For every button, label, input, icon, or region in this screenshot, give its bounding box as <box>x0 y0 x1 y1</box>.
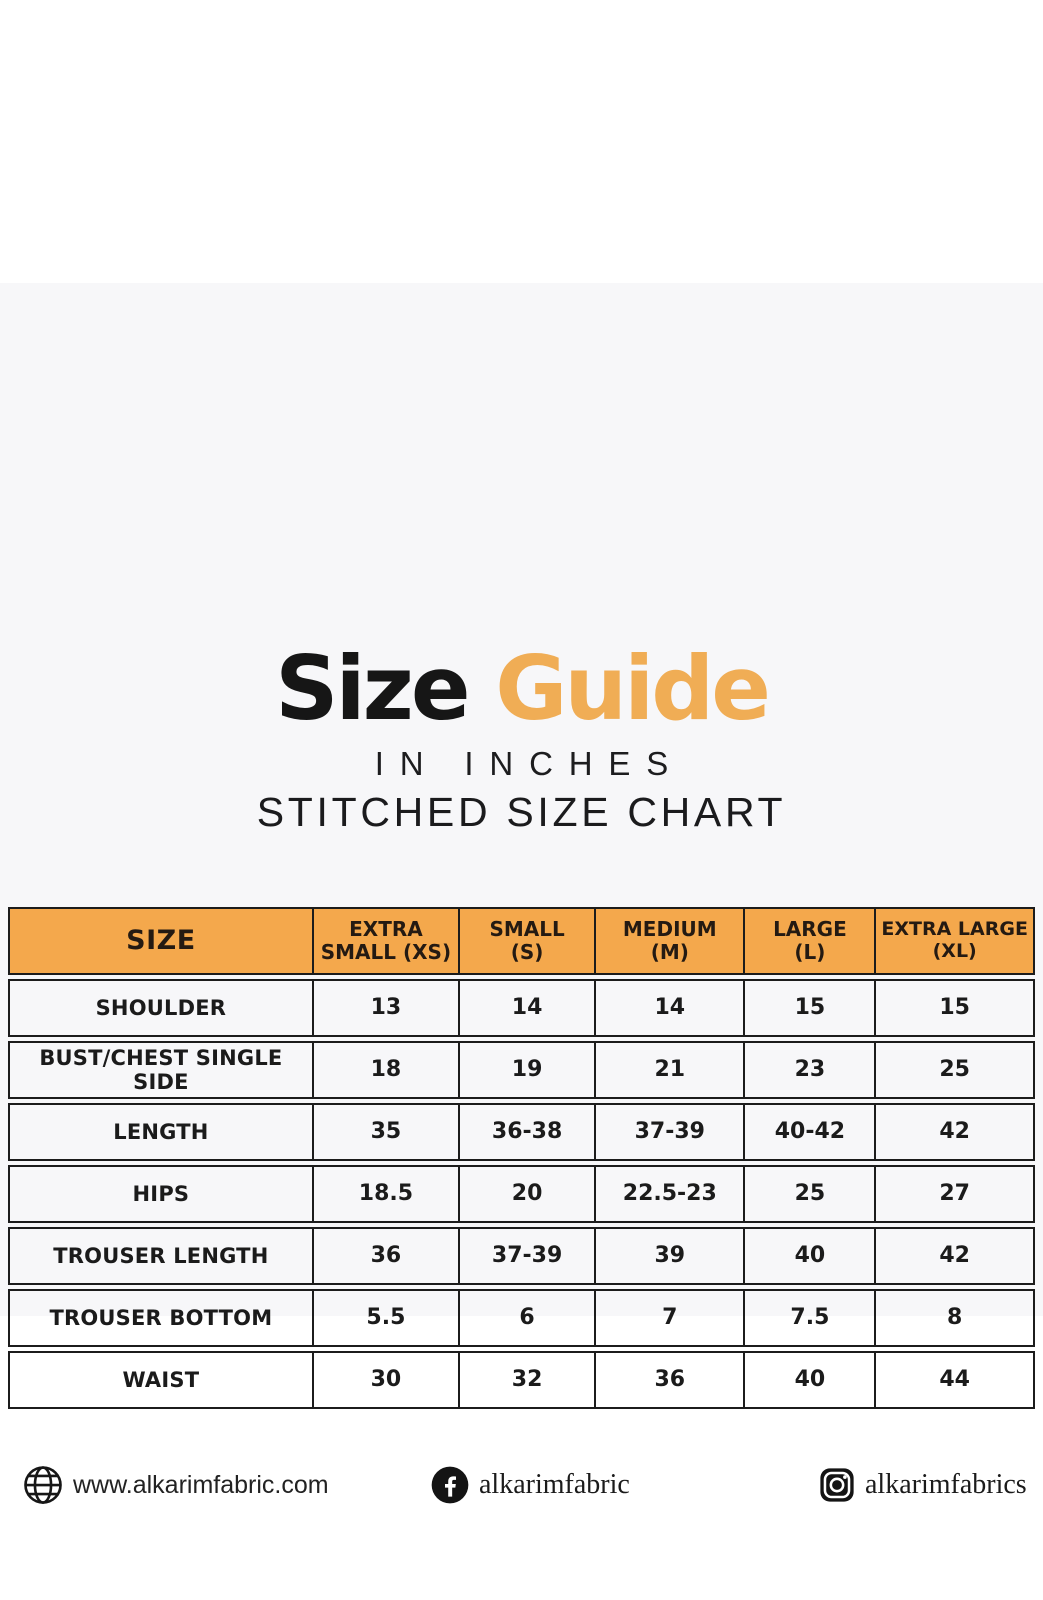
cell-value: 37-39 <box>458 1229 594 1283</box>
instagram-handle: alkarimfabrics <box>865 1469 1027 1500</box>
header-medium: MEDIUM (M) <box>594 909 743 973</box>
cell-value: 8 <box>874 1291 1033 1345</box>
cell-value: 25 <box>743 1167 874 1221</box>
table-row-waist: WAIST 30 32 36 40 44 <box>8 1351 1035 1409</box>
title-word-size: Size <box>275 637 470 740</box>
cell-value: 23 <box>743 1043 874 1097</box>
cell-value: 19 <box>458 1043 594 1097</box>
cell-value: 20 <box>458 1167 594 1221</box>
header-extra-small: EXTRA SMALL (XS) <box>311 909 458 973</box>
cell-value: 44 <box>874 1353 1033 1407</box>
instagram-link[interactable]: alkarimfabrics <box>818 1455 1027 1515</box>
size-chart-table: SIZE EXTRA SMALL (XS) SMALL (S) MEDIUM (… <box>8 907 1035 1413</box>
globe-icon <box>22 1464 64 1506</box>
cell-value: 40 <box>743 1229 874 1283</box>
row-label: TROUSER BOTTOM <box>49 1305 273 1330</box>
cell-value: 13 <box>311 981 458 1035</box>
cell-value: 22.5-23 <box>594 1167 743 1221</box>
content-band: Size Guide IN INCHES STITCHED SIZE CHART… <box>0 283 1043 1504</box>
table-header-row: SIZE EXTRA SMALL (XS) SMALL (S) MEDIUM (… <box>8 907 1035 975</box>
cell-value: 15 <box>743 981 874 1035</box>
cell-value: 39 <box>594 1229 743 1283</box>
cell-value: 35 <box>311 1105 458 1159</box>
row-label: WAIST <box>122 1367 200 1392</box>
cell-value: 36-38 <box>458 1105 594 1159</box>
row-label: SHOULDER <box>95 995 227 1020</box>
table-row-length: LENGTH 35 36-38 37-39 40-42 42 <box>8 1103 1035 1161</box>
website-link[interactable]: www.alkarimfabric.com <box>22 1455 329 1515</box>
title-word-guide: Guide <box>495 637 771 740</box>
table-row-hips: HIPS 18.5 20 22.5-23 25 27 <box>8 1165 1035 1223</box>
website-url: www.alkarimfabric.com <box>73 1470 329 1499</box>
cell-value: 42 <box>874 1105 1033 1159</box>
cell-value: 40-42 <box>743 1105 874 1159</box>
cell-value: 14 <box>594 981 743 1035</box>
header-large: LARGE (L) <box>743 909 874 973</box>
facebook-link[interactable]: alkarimfabric <box>430 1455 630 1515</box>
row-label: LENGTH <box>113 1119 209 1144</box>
cell-value: 15 <box>874 981 1033 1035</box>
cell-value: 36 <box>594 1353 743 1407</box>
row-label: BUST/CHEST SINGLE SIDE <box>39 1045 283 1094</box>
cell-value: 18 <box>311 1043 458 1097</box>
cell-value: 7.5 <box>743 1291 874 1345</box>
instagram-icon <box>818 1466 856 1504</box>
facebook-icon <box>430 1465 470 1505</box>
cell-value: 42 <box>874 1229 1033 1283</box>
cell-value: 36 <box>311 1229 458 1283</box>
cell-value: 27 <box>874 1167 1033 1221</box>
cell-value: 6 <box>458 1291 594 1345</box>
footer: www.alkarimfabric.com alkarimfabric <box>0 1455 1043 1515</box>
row-label: TROUSER LENGTH <box>53 1243 269 1268</box>
cell-value: 14 <box>458 981 594 1035</box>
subtitle-in-inches: IN INCHES <box>374 745 685 783</box>
header-size: SIZE <box>126 925 196 957</box>
cell-value: 32 <box>458 1353 594 1407</box>
header-small: SMALL (S) <box>458 909 594 973</box>
subtitle-stitched-size-chart: STITCHED SIZE CHART <box>256 789 787 836</box>
cell-value: 40 <box>743 1353 874 1407</box>
row-label: HIPS <box>132 1181 190 1206</box>
cell-value: 18.5 <box>311 1167 458 1221</box>
cell-value: 7 <box>594 1291 743 1345</box>
cell-value: 5.5 <box>311 1291 458 1345</box>
table-row-trouser-bottom: TROUSER BOTTOM 5.5 6 7 7.5 8 <box>8 1289 1035 1347</box>
table-row-shoulder: SHOULDER 13 14 14 15 15 <box>8 979 1035 1037</box>
cell-value: 37-39 <box>594 1105 743 1159</box>
header-extra-large: EXTRA LARGE (XL) <box>874 909 1033 973</box>
cell-value: 25 <box>874 1043 1033 1097</box>
cell-value: 30 <box>311 1353 458 1407</box>
table-row-bust-chest: BUST/CHEST SINGLE SIDE 18 19 21 23 25 <box>8 1041 1035 1099</box>
title-block: Size Guide IN INCHES STITCHED SIZE CHART <box>0 642 1043 836</box>
table-row-trouser-length: TROUSER LENGTH 36 37-39 39 40 42 <box>8 1227 1035 1285</box>
page-title: Size Guide <box>0 642 1043 735</box>
cell-value: 21 <box>594 1043 743 1097</box>
facebook-handle: alkarimfabric <box>479 1469 630 1500</box>
